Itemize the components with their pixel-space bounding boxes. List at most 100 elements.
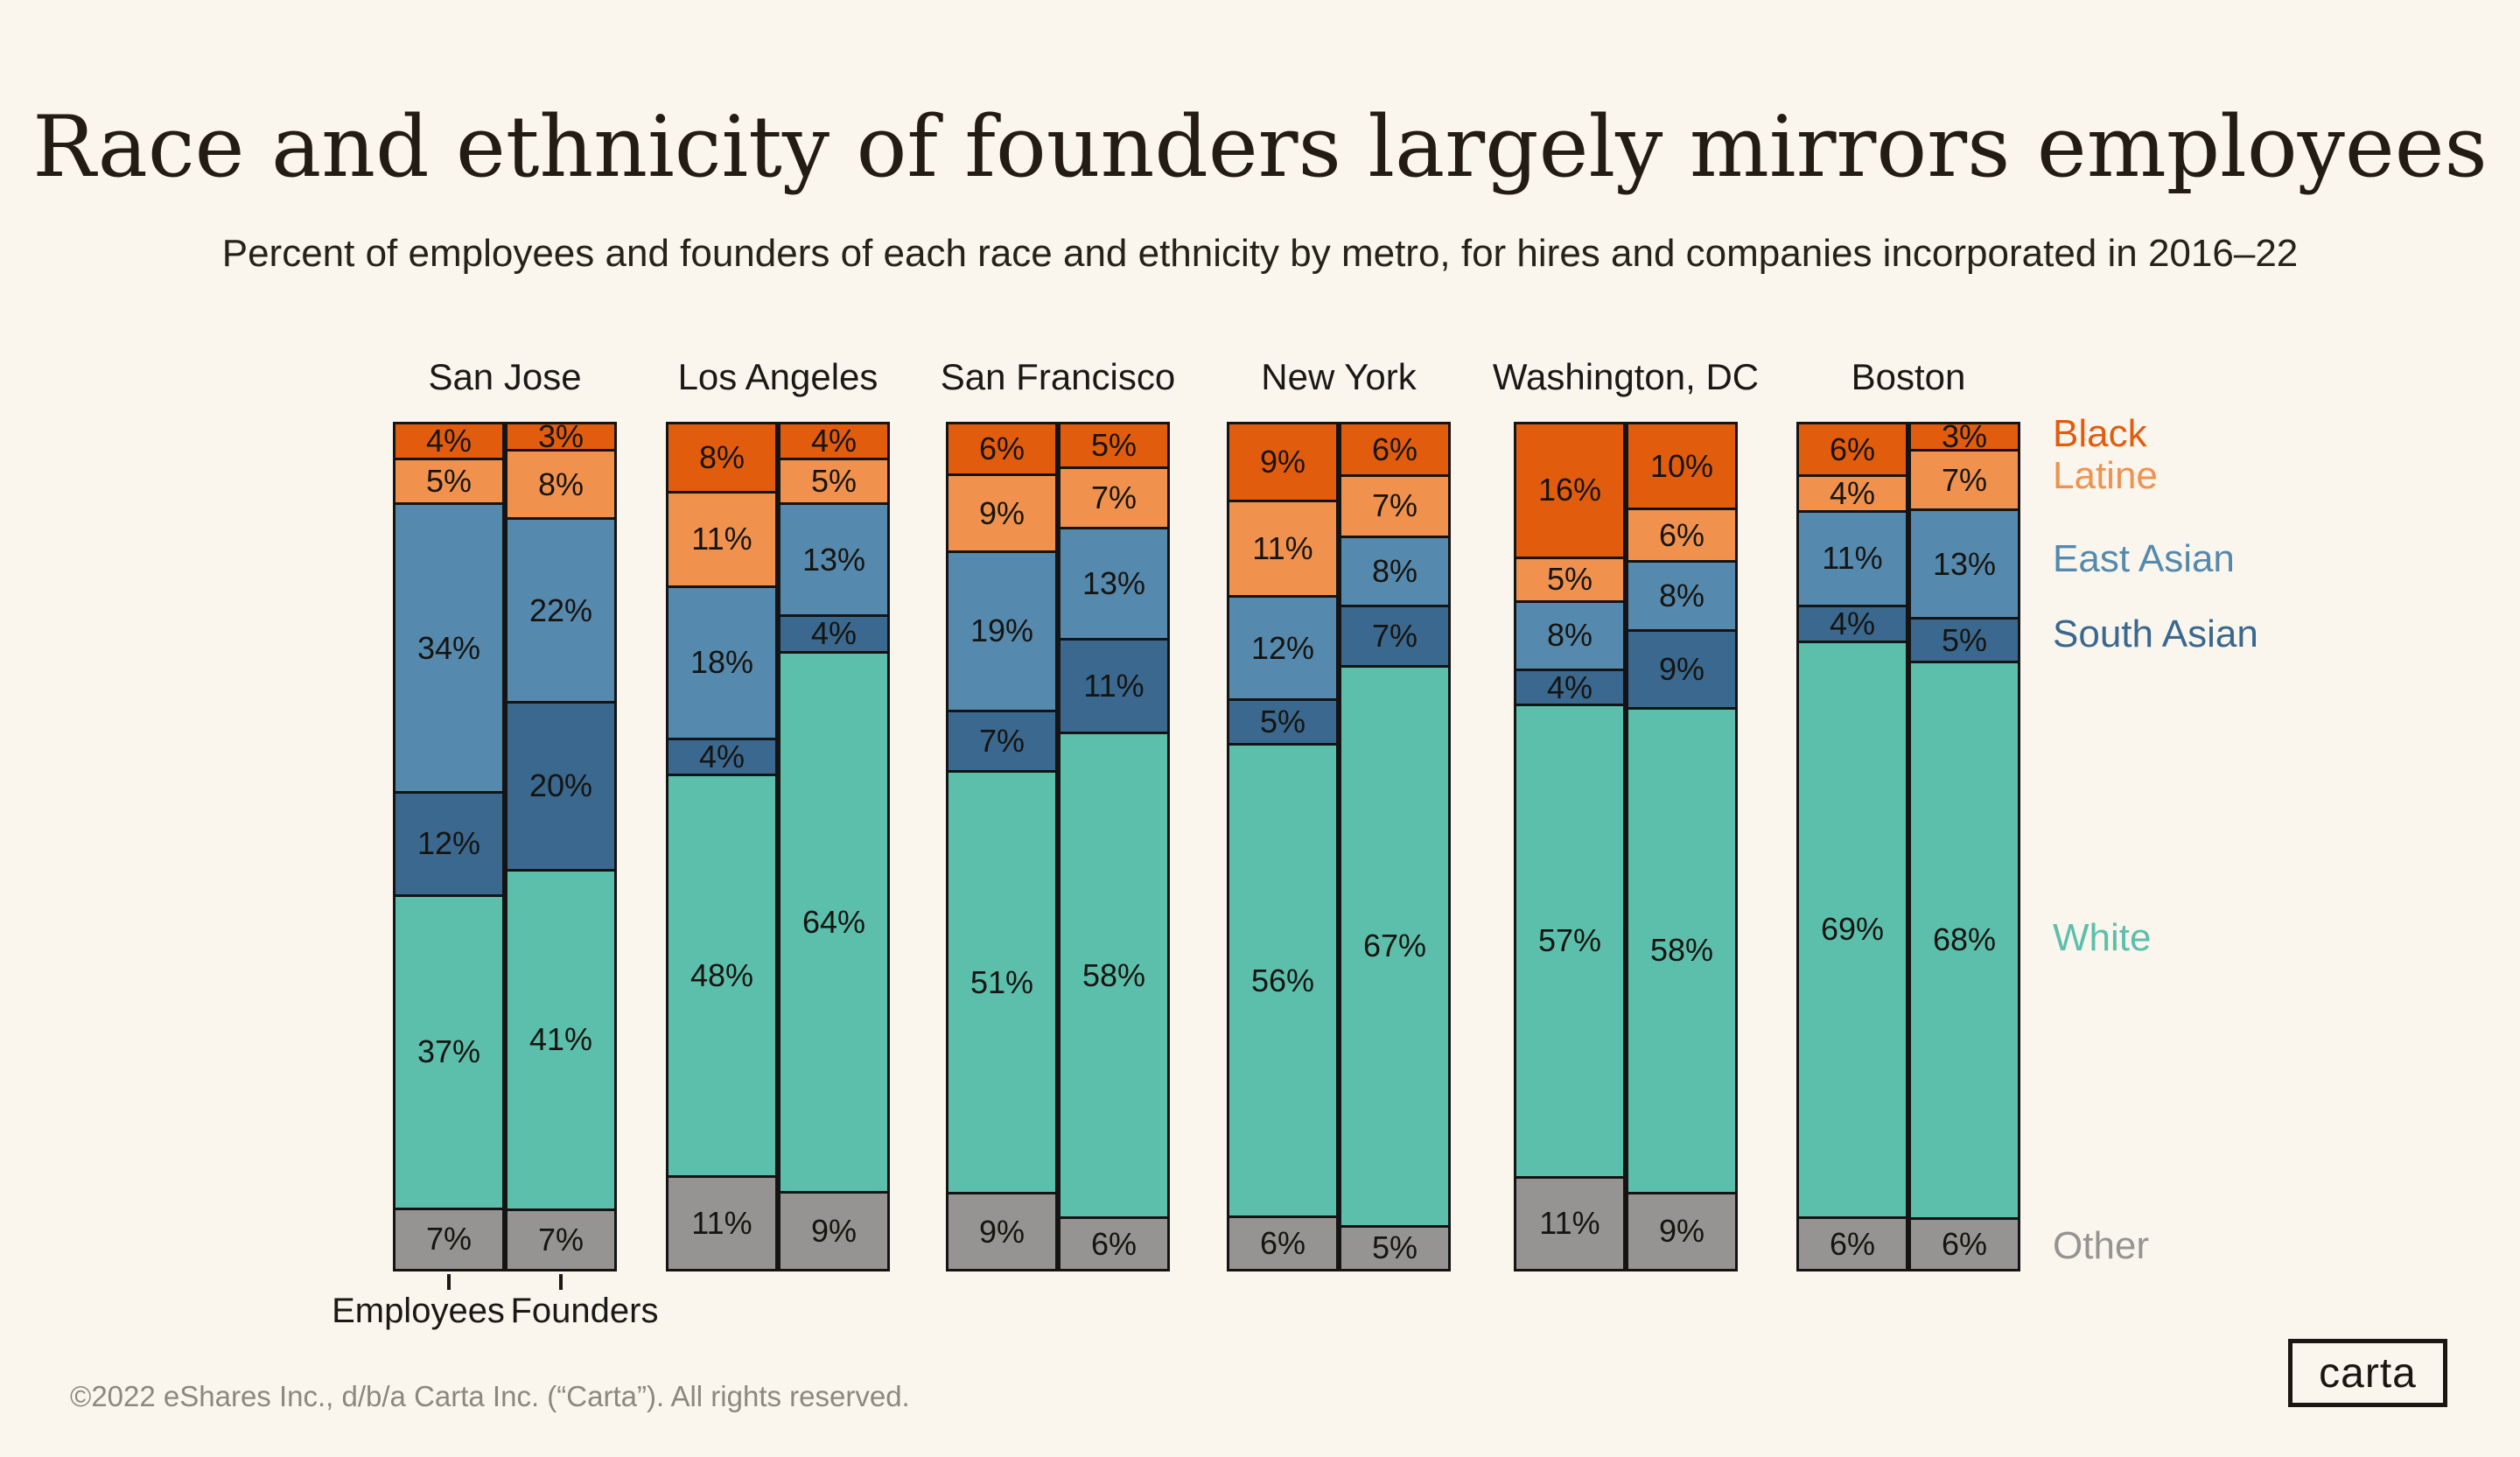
segment-black: 6% [1799, 424, 1906, 474]
segment-value-label: 67% [1362, 928, 1427, 964]
segment-value-label: 51% [970, 963, 1034, 1000]
segment-south-asian: 4% [1516, 668, 1623, 705]
segment-value-label: 5% [1371, 1229, 1418, 1266]
carta-logo: carta [2288, 1339, 2447, 1407]
segment-value-label: 4% [1546, 669, 1593, 705]
segment-black: 10% [1628, 424, 1735, 508]
segment-value-label: 8% [1371, 552, 1418, 589]
segment-value-label: 4% [810, 423, 858, 459]
segment-value-label: 13% [1082, 564, 1146, 601]
segment-east-asian: 8% [1341, 535, 1448, 605]
metro-title-boston: Boston [1851, 356, 1966, 397]
segment-other: 9% [1628, 1191, 1735, 1269]
segment-value-label: 12% [416, 825, 481, 862]
segment-other: 6% [1060, 1216, 1167, 1269]
segment-black: 5% [1060, 424, 1167, 466]
segment-value-label: 7% [425, 1221, 472, 1257]
segment-value-label: 22% [528, 592, 593, 628]
segment-value-label: 41% [528, 1021, 593, 1058]
segment-east-asian: 8% [1628, 560, 1735, 629]
copyright-text: ©2022 eShares Inc., d/b/a Carta Inc. (“C… [70, 1380, 910, 1412]
legend-label-other: Other [2053, 1224, 2150, 1267]
segment-east-asian: 11% [1799, 510, 1906, 605]
segment-white: 68% [1911, 660, 2018, 1218]
metro-title-san-jose: San Jose [428, 356, 582, 397]
segment-value-label: 11% [1539, 1205, 1600, 1242]
segment-value-label: 9% [978, 494, 1026, 531]
employees-axis-tick [447, 1274, 451, 1290]
segment-black: 4% [780, 423, 887, 459]
segment-value-label: 11% [691, 1204, 752, 1241]
segment-value-label: 7% [1941, 461, 1988, 498]
legend-label-white: White [2053, 916, 2152, 959]
segment-value-label: 6% [1829, 1225, 1876, 1262]
segment-east-asian: 8% [1516, 599, 1623, 669]
segment-black: 3% [508, 421, 614, 452]
legend-label-east-asian: East Asian [2053, 537, 2235, 580]
segment-value-label: 19% [970, 613, 1034, 649]
segment-value-label: 9% [1658, 1213, 1705, 1250]
legend-label-south-asian: South Asian [2053, 613, 2258, 655]
segment-value-label: 9% [1259, 444, 1306, 480]
segment-other: 6% [1911, 1217, 2018, 1269]
legend-label-latine: Latine [2053, 454, 2158, 497]
segment-value-label: 7% [978, 722, 1026, 759]
segment-value-label: 4% [810, 615, 858, 652]
metro-title-san-francisco: San Francisco [940, 356, 1176, 397]
los-angeles-employees-bar: 8% 11% 18% 4% 48% 11% [666, 422, 778, 1271]
segment-white: 37% [396, 893, 502, 1208]
segment-white: 51% [948, 769, 1055, 1193]
san-francisco-founders-bar: 5% 7% 13% 11% 58% 6% [1058, 422, 1170, 1271]
segment-other: 6% [1229, 1215, 1336, 1270]
segment-south-asian: 9% [1628, 629, 1735, 707]
founders-axis-label: Founders [510, 1292, 659, 1330]
washington-dc-founders-bar: 10% 6% 8% 9% 58% 9% [1626, 422, 1738, 1271]
segment-value-label: 13% [1932, 545, 1997, 582]
segment-value-label: 48% [690, 956, 754, 993]
segment-latine: 8% [508, 449, 614, 518]
segment-white: 67% [1341, 665, 1448, 1225]
segment-value-label: 34% [416, 629, 481, 666]
segment-latine: 5% [780, 458, 887, 503]
segment-value-label: 5% [425, 463, 472, 500]
segment-east-asian: 19% [948, 550, 1055, 710]
segment-other: 11% [668, 1174, 775, 1269]
segment-value-label: 9% [810, 1212, 858, 1249]
segment-white: 41% [508, 868, 614, 1209]
segment-other: 11% [1516, 1175, 1623, 1270]
segment-value-label: 5% [1546, 561, 1593, 598]
segment-value-label: 6% [1371, 431, 1418, 467]
segment-value-label: 4% [425, 423, 472, 459]
segment-value-label: 18% [690, 644, 754, 680]
segment-value-label: 69% [1820, 911, 1885, 948]
segment-black: 6% [948, 424, 1055, 474]
los-angeles-founders-bar: 4% 5% 13% 4% 64% 9% [778, 422, 890, 1271]
segment-south-asian: 7% [948, 709, 1055, 770]
segment-south-asian: 4% [780, 614, 887, 652]
segment-latine: 4% [1799, 474, 1906, 510]
new-york-founders-bar: 6% 7% 8% 7% 67% 5% [1339, 422, 1451, 1271]
segment-south-asian: 20% [508, 701, 614, 869]
washington-dc-employees-bar: 16% 5% 8% 4% 57% 11% [1514, 422, 1626, 1271]
segment-latine: 11% [668, 491, 775, 585]
segment-south-asian: 7% [1341, 604, 1448, 665]
segment-value-label: 8% [537, 466, 584, 502]
segment-value-label: 9% [1658, 650, 1705, 687]
segment-value-label: 5% [1941, 621, 1988, 658]
segment-east-asian: 18% [668, 585, 775, 738]
segment-white: 56% [1229, 743, 1336, 1216]
segment-value-label: 10% [1649, 447, 1714, 484]
segment-other: 7% [396, 1207, 502, 1270]
segment-east-asian: 13% [1911, 508, 2018, 618]
segment-latine: 7% [1341, 474, 1448, 536]
segment-value-label: 6% [1090, 1225, 1138, 1262]
segment-south-asian: 11% [1060, 637, 1167, 732]
segment-value-label: 56% [1250, 962, 1315, 998]
metro-title-washington-dc: Washington, DC [1492, 356, 1760, 397]
employees-axis-label: Employees [332, 1292, 505, 1330]
segment-value-label: 4% [1829, 605, 1876, 641]
boston-employees-bar: 6% 4% 11% 4% 69% 6% [1796, 422, 1908, 1271]
segment-south-asian: 5% [1911, 617, 2018, 661]
